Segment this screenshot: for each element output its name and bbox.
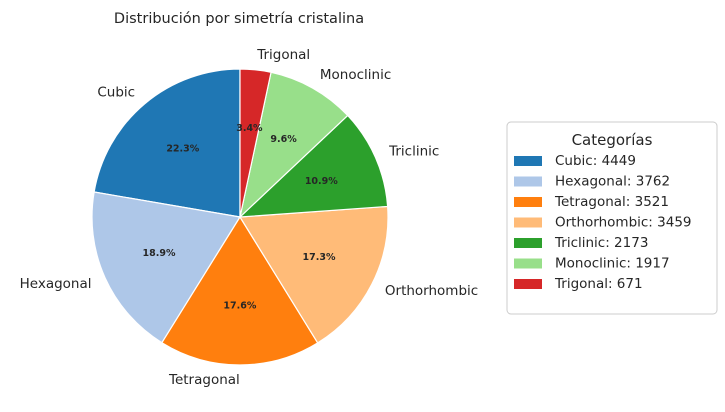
category-label-monoclinic: Monoclinic (320, 67, 391, 83)
legend-entry-hexagonal: Hexagonal: 3762 (555, 174, 670, 190)
percent-label-trigonal: 3.4% (236, 123, 263, 134)
pie-slice-orthorhombic (238, 205, 389, 344)
legend-swatch-orthorhombic (514, 217, 542, 228)
legend-title: Categorías (572, 131, 653, 149)
category-labels: Cubic Hexagonal Tetragonal Orthorhombic Tric… (20, 47, 479, 388)
legend-entries: Cubic: 4449 Hexagonal: 3762 Tetragonal: 35… (514, 153, 692, 292)
legend-swatch-hexagonal (514, 176, 542, 187)
legend-entry-orthorhombic: Orthorhombic: 3459 (555, 215, 692, 231)
legend-entry-triclinic: Triclinic: 2173 (554, 235, 648, 251)
category-label-triclinic: Triclinic (388, 144, 439, 160)
pie-slice-triclinic (238, 114, 389, 218)
legend-swatch-tetragonal (514, 197, 542, 207)
pie-slice-cubic (93, 68, 241, 218)
category-label-orthorhombic: Orthorhombic (385, 283, 478, 299)
legend-swatch-monoclinic (514, 258, 542, 269)
pie-slice-monoclinic (239, 71, 349, 219)
percent-label-hexagonal: 18.9% (143, 248, 176, 259)
legend-entry-trigonal: Trigonal: 671 (554, 276, 643, 292)
category-label-cubic: Cubic (97, 85, 135, 101)
legend-frame (506, 121, 718, 315)
category-label-tetragonal: Tetragonal (168, 372, 240, 388)
percent-label-triclinic: 10.9% (305, 176, 338, 187)
legend-swatch-triclinic (514, 238, 542, 248)
legend-swatch-cubic (514, 156, 542, 166)
pie-slice-hexagonal (91, 191, 241, 344)
category-label-trigonal: Trigonal (256, 47, 310, 63)
legend-swatch-trigonal (514, 279, 542, 289)
percent-label-orthorhombic: 17.3% (303, 252, 336, 263)
pie-slice-trigonal (239, 68, 272, 218)
percent-label-tetragonal: 17.6% (223, 300, 256, 311)
percent-label-cubic: 22.3% (166, 144, 199, 155)
legend-entry-cubic: Cubic: 4449 (555, 153, 636, 169)
percent-labels: 22.3% 18.9% 17.6% 17.3% 10.9% 9.6% 3.4% (143, 123, 339, 311)
category-label-hexagonal: Hexagonal (20, 276, 92, 292)
percent-label-monoclinic: 9.6% (270, 134, 297, 145)
legend: Categorías Cubic: 4449 Hexagonal: 3762 Tet… (506, 121, 718, 315)
chart-title: Distribución por simetría cristalina (114, 11, 364, 27)
legend-entry-monoclinic: Monoclinic: 1917 (555, 256, 670, 272)
pie-slice-tetragonal (161, 215, 319, 366)
legend-entry-tetragonal: Tetragonal: 3521 (554, 194, 669, 210)
pie-slices (91, 68, 389, 366)
